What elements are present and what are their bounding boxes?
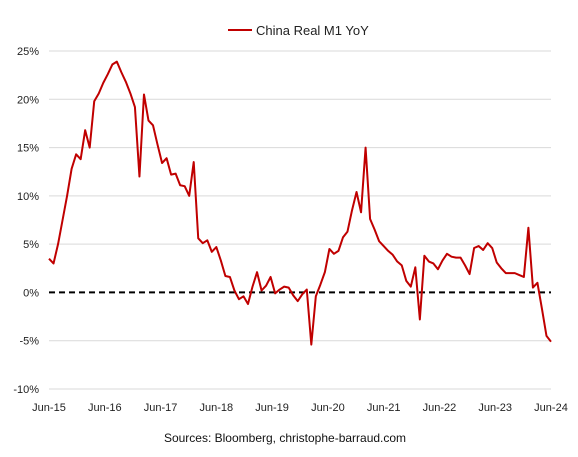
x-tick-label: Jun-21 (367, 402, 401, 414)
y-tick-label: 10% (17, 191, 39, 203)
y-tick-label: 0% (23, 287, 39, 299)
x-tick-label: Jun-24 (534, 402, 568, 414)
x-tick-label: Jun-18 (200, 402, 234, 414)
x-axis: Jun-15 Jun-16 Jun-17 Jun-18 Jun-19 Jun-20 Jun-… (32, 402, 568, 414)
x-tick-label: Jun-15 (32, 402, 66, 414)
y-axis: -10% -5% 0% 5% 10% 15% 20% 25% (13, 46, 39, 396)
gridlines (49, 50, 551, 390)
x-tick-label: Jun-17 (144, 402, 178, 414)
source-note: Sources: Bloomberg, christophe-barraud.c… (164, 431, 406, 445)
y-tick-label: 5% (23, 239, 39, 251)
x-tick-label: Jun-23 (478, 402, 512, 414)
y-tick-label: 15% (17, 143, 39, 155)
y-tick-label: -5% (19, 336, 39, 348)
x-tick-label: Jun-22 (423, 402, 457, 414)
y-tick-label: 20% (17, 94, 39, 106)
y-tick-label: -10% (13, 384, 39, 396)
x-tick-label: Jun-16 (88, 402, 122, 414)
legend: China Real M1 YoY (228, 23, 369, 38)
x-tick-label: Jun-19 (255, 402, 289, 414)
legend-label: China Real M1 YoY (256, 23, 369, 38)
y-tick-label: 25% (17, 46, 39, 58)
x-tick-label: Jun-20 (311, 402, 345, 414)
series-line-china-real-m1-yoy (48, 60, 552, 346)
